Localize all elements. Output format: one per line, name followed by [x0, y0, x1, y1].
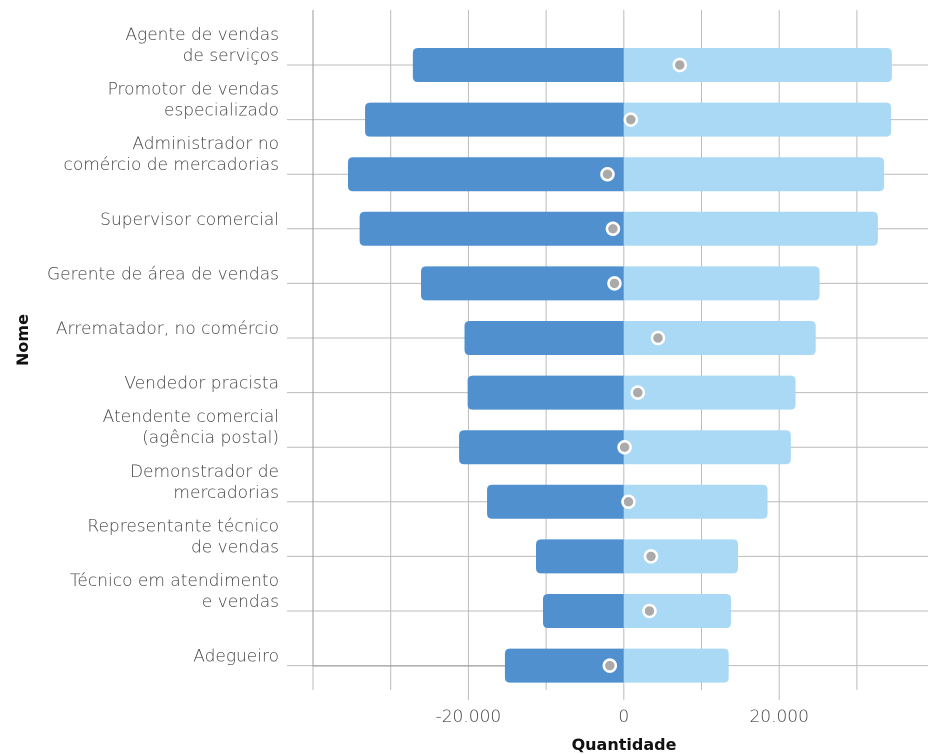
net-dot	[617, 439, 632, 455]
bar	[347, 157, 624, 192]
y-tick-label: e vendas	[202, 592, 279, 612]
y-tick-label: Administrador no	[132, 134, 279, 154]
bar	[467, 375, 624, 410]
bar	[421, 266, 624, 301]
bar	[623, 539, 739, 574]
bar	[623, 594, 732, 628]
bar	[459, 430, 624, 465]
bar	[359, 211, 624, 246]
x-tick-label: 20.000	[749, 707, 808, 727]
bar	[487, 484, 624, 519]
net-dot	[630, 385, 646, 400]
bar	[542, 594, 624, 628]
y-tick-label: comércio de mercadorias	[64, 155, 280, 175]
net-dot	[672, 57, 687, 73]
x-tick-label: 0	[618, 707, 629, 727]
bar	[623, 484, 768, 519]
net-dot	[642, 603, 657, 619]
y-tick-label: Gerente de área de vendas	[47, 264, 279, 284]
y-tick-label: Demonstrador de	[130, 462, 279, 482]
y-tick-label: Supervisor comercial	[100, 210, 279, 230]
net-dot	[623, 112, 639, 127]
y-tick-label: especializado	[164, 101, 279, 121]
bar	[623, 430, 791, 465]
y-tick-label: Técnico em atendimento	[70, 571, 279, 591]
bar	[464, 321, 624, 355]
bar	[623, 211, 878, 246]
y-tick-label: Arrematador, no comércio	[56, 319, 279, 339]
y-axis-title: Nome	[13, 314, 32, 366]
net-dot	[607, 276, 622, 291]
net-dot	[621, 494, 636, 510]
y-tick-label: de vendas	[191, 537, 279, 557]
y-tick-label: Vendedor pracista	[124, 374, 279, 394]
bar	[412, 48, 624, 82]
x-tick-label: -20.000	[436, 707, 502, 727]
bar	[623, 102, 892, 137]
net-dot	[600, 166, 615, 182]
bar	[623, 375, 796, 410]
bar	[623, 321, 816, 355]
net-dot	[650, 330, 666, 346]
y-tick-label: de serviços	[183, 46, 279, 66]
bar	[365, 102, 624, 137]
bar	[536, 539, 624, 574]
y-tick-label: (agência postal)	[142, 428, 279, 448]
bar	[623, 48, 892, 82]
net-dot	[643, 549, 659, 564]
net-dot	[602, 658, 618, 673]
y-tick-label: Atendente comercial	[103, 407, 279, 427]
x-axis-title: Quantidade	[572, 735, 677, 754]
bar	[504, 648, 624, 683]
y-tick-label: mercadorias	[173, 483, 279, 503]
y-tick-label: Representante técnico	[87, 516, 279, 536]
bar	[623, 157, 885, 192]
y-tick-label: Promotor de vendas	[108, 80, 279, 100]
y-tick-label: Adegueiro	[193, 647, 279, 667]
bar	[623, 648, 729, 683]
y-tick-label: Agente de vendas	[125, 25, 279, 45]
net-dot	[605, 221, 621, 237]
bar	[623, 266, 820, 301]
